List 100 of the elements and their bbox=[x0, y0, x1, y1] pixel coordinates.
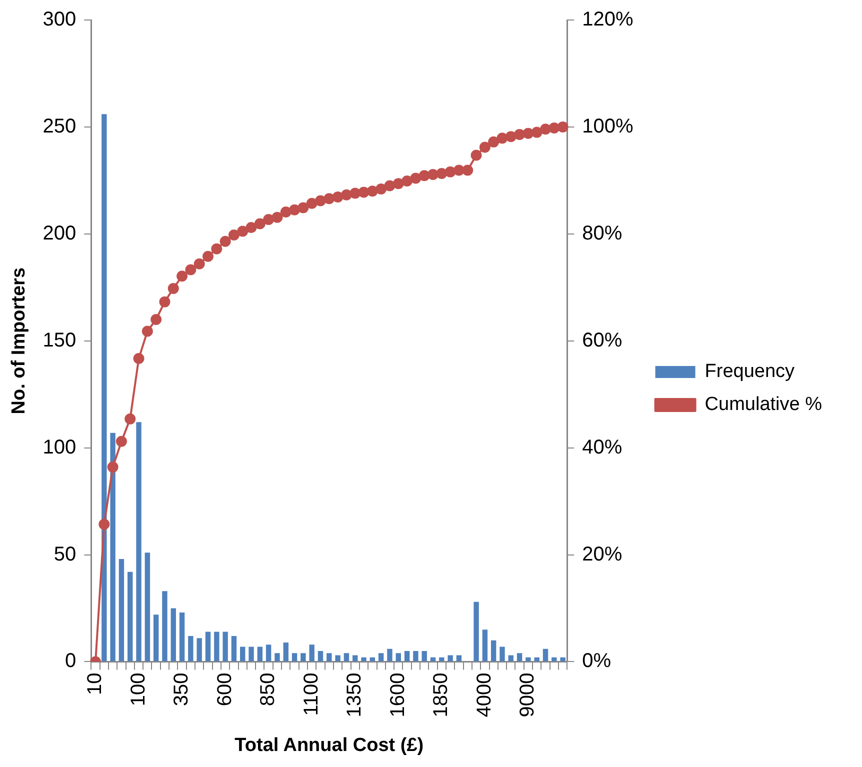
bar bbox=[396, 653, 401, 662]
point bbox=[150, 314, 162, 325]
bar bbox=[482, 630, 488, 662]
point bbox=[254, 218, 266, 230]
point bbox=[340, 189, 352, 200]
point bbox=[522, 128, 534, 139]
bar bbox=[153, 614, 159, 662]
point bbox=[272, 212, 283, 223]
bar bbox=[422, 651, 427, 662]
point bbox=[514, 128, 526, 140]
bar bbox=[266, 644, 272, 662]
point bbox=[306, 198, 318, 209]
point bbox=[133, 353, 144, 364]
bar bbox=[490, 640, 496, 662]
point bbox=[470, 150, 482, 161]
point bbox=[263, 214, 274, 225]
point bbox=[98, 518, 110, 530]
bar bbox=[162, 591, 168, 662]
point bbox=[479, 142, 490, 153]
bar bbox=[214, 632, 220, 662]
point bbox=[185, 264, 196, 276]
point bbox=[496, 132, 508, 144]
point bbox=[168, 282, 179, 294]
x-tick-label: 350 bbox=[170, 672, 193, 706]
y2-tick-label: 40% bbox=[582, 436, 622, 458]
point bbox=[211, 243, 222, 254]
point bbox=[124, 413, 136, 424]
point bbox=[194, 258, 205, 270]
y-axis-title: No. of Importers bbox=[8, 267, 30, 414]
bar bbox=[404, 651, 410, 662]
y-tick-label: 0 bbox=[65, 650, 76, 672]
point bbox=[289, 204, 300, 216]
bar bbox=[344, 653, 350, 662]
x-tick-label: 1600 bbox=[386, 672, 409, 718]
y2-tick-label: 120% bbox=[582, 8, 634, 31]
bar bbox=[326, 653, 332, 662]
x-tick-label: 850 bbox=[257, 672, 280, 706]
bar bbox=[240, 646, 246, 662]
bar bbox=[179, 612, 185, 662]
bar bbox=[413, 651, 418, 662]
point bbox=[142, 326, 153, 337]
bar bbox=[526, 657, 531, 662]
point bbox=[237, 226, 248, 237]
point bbox=[436, 168, 448, 179]
bar bbox=[542, 648, 548, 662]
bar bbox=[102, 114, 107, 662]
point bbox=[410, 172, 422, 184]
bar bbox=[110, 432, 116, 662]
bar bbox=[378, 653, 384, 662]
bar bbox=[318, 651, 324, 662]
legend-label: Cumulative % bbox=[704, 394, 822, 416]
x-axis-title: Total Annual Cost (£) bbox=[234, 734, 424, 756]
bar bbox=[500, 646, 505, 662]
point bbox=[418, 170, 430, 182]
y-tick-label: 100 bbox=[42, 436, 76, 458]
point bbox=[159, 296, 170, 308]
y-tick-label: 250 bbox=[42, 115, 76, 138]
x-tick-label: 4000 bbox=[473, 672, 496, 718]
y-tick-label: 50 bbox=[54, 543, 76, 566]
bar bbox=[300, 653, 306, 662]
y2-tick-label: 80% bbox=[582, 222, 622, 244]
bar bbox=[430, 657, 436, 662]
point bbox=[228, 229, 240, 240]
y2-tick-label: 100% bbox=[582, 115, 634, 138]
point bbox=[280, 206, 292, 218]
bar bbox=[387, 648, 392, 662]
y2-tick-label: 0% bbox=[582, 650, 612, 672]
bar bbox=[136, 422, 142, 662]
y-tick-label: 150 bbox=[42, 329, 76, 352]
point bbox=[298, 202, 309, 214]
legend-label: Frequency bbox=[704, 361, 796, 382]
bar bbox=[516, 653, 522, 662]
bar bbox=[188, 636, 194, 662]
bar bbox=[552, 657, 557, 662]
point bbox=[116, 436, 127, 447]
point bbox=[332, 192, 344, 203]
point bbox=[444, 166, 456, 178]
bar bbox=[257, 646, 263, 662]
x-tick-label: 1350 bbox=[344, 672, 366, 718]
bar bbox=[361, 657, 366, 662]
point bbox=[428, 169, 438, 180]
x-tick-label: 100 bbox=[127, 672, 150, 706]
bar bbox=[474, 602, 479, 662]
point bbox=[315, 195, 326, 206]
x-tick-label: 9000 bbox=[516, 672, 539, 718]
point bbox=[246, 222, 257, 233]
bar bbox=[128, 572, 133, 662]
y2-tick-label: 60% bbox=[582, 329, 622, 352]
bar bbox=[283, 642, 288, 662]
point bbox=[384, 180, 396, 192]
bar bbox=[534, 657, 540, 662]
point bbox=[488, 136, 500, 148]
point bbox=[531, 126, 542, 138]
point bbox=[376, 183, 387, 194]
point bbox=[176, 270, 188, 282]
y-tick-label: 300 bbox=[42, 8, 76, 31]
bar bbox=[309, 644, 314, 662]
x-tick-label: 600 bbox=[214, 672, 236, 706]
bar bbox=[118, 559, 124, 662]
bar bbox=[560, 657, 566, 662]
